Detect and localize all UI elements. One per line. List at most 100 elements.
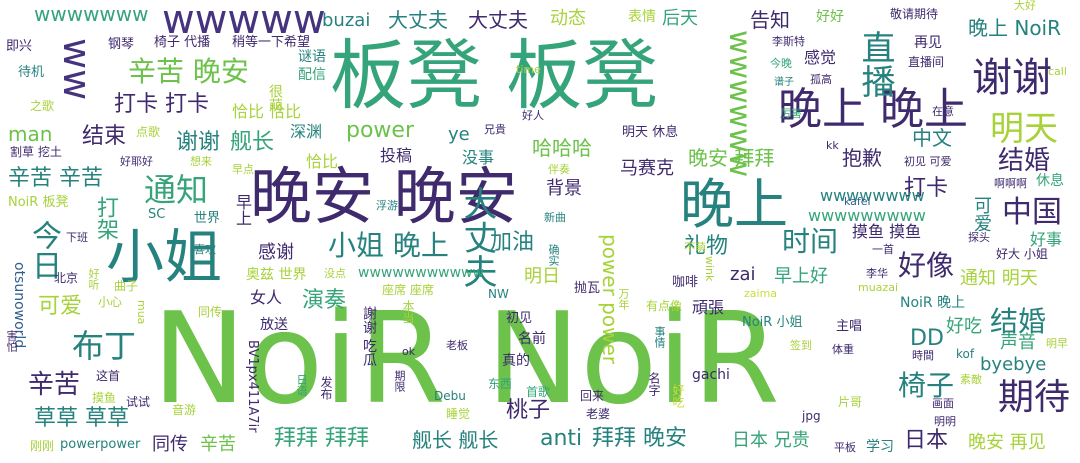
word: 放送 — [260, 317, 288, 333]
word: wwwwwwwww — [808, 206, 926, 225]
word: 直播 — [855, 30, 895, 98]
word: 中文 — [912, 126, 952, 150]
word: power — [346, 118, 414, 143]
word: 明天 休息 — [622, 125, 679, 140]
word: power power — [598, 234, 622, 364]
word: kafei — [844, 195, 871, 208]
word: 好耶好 — [120, 155, 153, 168]
word: 好人 — [522, 109, 544, 122]
word: 辛苦 — [28, 370, 81, 400]
word: 万年 — [617, 288, 630, 310]
word: 辛苦 辛苦 — [8, 166, 103, 191]
word: 待机 — [18, 65, 45, 80]
word: 明日 — [524, 266, 560, 287]
word: ok — [402, 345, 416, 358]
word: 同传 — [198, 305, 223, 319]
word: Debu — [434, 389, 466, 403]
word: 小姐 — [106, 223, 223, 291]
word: 感觉 — [804, 48, 837, 67]
word: 打架 — [93, 196, 118, 240]
word: 期待 — [998, 377, 1071, 418]
word: 恰比 — [306, 152, 339, 171]
word: buzai — [322, 10, 371, 31]
word: 期限 — [393, 370, 406, 392]
word: man — [8, 122, 53, 146]
word: 日本 兄贵 — [732, 430, 810, 451]
word: jpg — [802, 409, 821, 423]
word: NoiR 小姐 — [742, 315, 803, 330]
word: 结束 — [82, 124, 127, 149]
word: 辛苦 晚安 — [128, 55, 249, 88]
word: 老板 — [446, 339, 468, 352]
word: call — [1048, 65, 1067, 78]
word: 好吃 — [671, 384, 685, 408]
word: 打卡 打卡 — [114, 92, 209, 117]
word: 抱歉 — [842, 146, 882, 170]
word: 名字 — [647, 372, 661, 396]
word: ww — [55, 38, 99, 101]
word: 今日 — [26, 220, 61, 280]
word: 不萌 — [684, 241, 706, 254]
word: 没点 — [324, 267, 346, 280]
word: 初见 — [506, 311, 533, 326]
word: 背景 — [546, 178, 582, 199]
word: 事情 — [653, 326, 666, 348]
word: wwwwwww — [34, 2, 149, 26]
word: 喜欢 — [194, 243, 216, 256]
word: 再见 — [914, 35, 942, 51]
word: 抛瓦 — [574, 281, 601, 296]
word: NW — [488, 287, 509, 301]
word: 主唱 — [836, 319, 863, 334]
word: DD — [910, 326, 944, 351]
word: 马赛克 — [620, 158, 674, 179]
word: 辛苦 — [200, 434, 236, 455]
word: SC — [148, 207, 166, 222]
word: 结婚 — [998, 146, 1051, 176]
word: 确实 — [547, 244, 560, 266]
word: 咖啡 — [672, 275, 699, 290]
word: 頑張 — [692, 298, 725, 317]
word: 签到 — [790, 339, 812, 352]
word: 素敵 — [960, 373, 982, 386]
word: 音游 — [172, 403, 197, 417]
word: 奥兹 世界 — [246, 267, 307, 283]
word: 浮游 — [376, 199, 398, 212]
word: 谢谢 — [972, 55, 1052, 101]
word: 谜语 — [298, 49, 326, 65]
word: 这首 — [96, 369, 121, 383]
word: 晚安 晚安 — [250, 160, 518, 233]
word: 后天 — [662, 8, 698, 29]
word: 刚刚 — [30, 439, 55, 453]
word: 钢琴 — [108, 37, 135, 52]
word: 稍等一下希望 — [232, 35, 311, 50]
word: kof — [956, 347, 975, 361]
word: 伴奏 — [548, 163, 570, 176]
word: 桃子 — [506, 398, 551, 423]
word: 点歌 — [136, 125, 161, 139]
word: 摸鱼 摸鱼 — [852, 222, 922, 241]
word: 片哥 — [838, 395, 863, 409]
word: 舰长 舰长 — [412, 428, 499, 452]
word: 新曲 — [544, 211, 566, 224]
word: 之歌 — [30, 99, 55, 113]
word: kk — [826, 139, 839, 152]
word: 早上 — [233, 194, 252, 226]
word: 北京 — [54, 271, 79, 285]
word: powerpower — [60, 437, 141, 452]
word: 谱子 — [774, 77, 794, 88]
word: 椅子 — [898, 369, 955, 402]
word: 直播间 — [908, 55, 945, 69]
word: 布丁 — [72, 327, 137, 365]
word: 可爱 — [38, 294, 83, 319]
word: 投稿 — [380, 146, 413, 165]
word: 厉害 — [780, 107, 802, 120]
word: 椅子 代播 — [154, 35, 211, 50]
word: 想来 — [190, 155, 212, 168]
word: 通知 — [144, 171, 209, 209]
word: wink — [703, 256, 716, 282]
word: 休息 — [1036, 173, 1064, 189]
word: 可爱 — [971, 196, 992, 232]
word: 配信 — [298, 67, 326, 83]
word: 晚上 晚上 — [778, 84, 968, 135]
